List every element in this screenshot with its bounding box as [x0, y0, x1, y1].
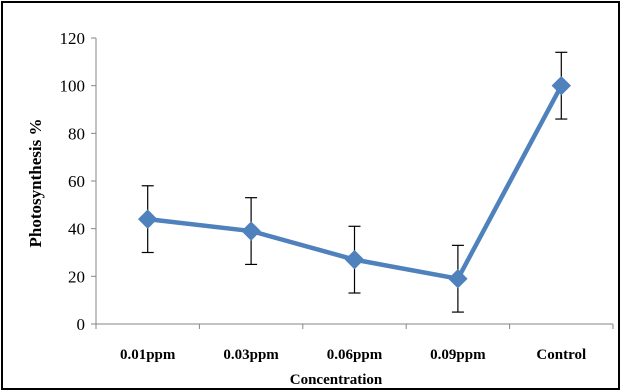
- x-tick-label: 0.09ppm: [430, 347, 486, 363]
- axes: [91, 37, 614, 329]
- x-axis-title: Concentration: [290, 372, 383, 388]
- y-tick-label: 80: [68, 124, 85, 143]
- y-tick-label: 100: [60, 77, 86, 96]
- data-point-diamond: [137, 209, 158, 229]
- error-bars: [141, 51, 568, 313]
- y-tick-label: 60: [68, 172, 85, 191]
- x-category-labels: 0.01ppm 0.03ppm 0.06ppm 0.09ppm Control: [120, 347, 586, 363]
- data-point-diamond: [344, 249, 365, 270]
- y-tick-labels: 0 20 40 60 80 100 120: [60, 29, 86, 334]
- y-tick-label: 120: [60, 29, 86, 48]
- y-tick-label: 40: [68, 220, 85, 239]
- data-point-diamond: [448, 269, 468, 289]
- x-tick-label: 0.06ppm: [327, 347, 383, 363]
- data-point-diamond: [551, 75, 572, 96]
- x-tick-label: Control: [536, 347, 586, 363]
- y-tick-label: 20: [68, 267, 85, 286]
- y-axis-title: Photosynthesis %: [26, 119, 45, 248]
- x-tick-label: 0.03ppm: [223, 347, 279, 363]
- data-points: [137, 75, 572, 289]
- y-tick-label: 0: [77, 315, 86, 334]
- data-point-diamond: [241, 221, 261, 241]
- x-tick-label: 0.01ppm: [120, 347, 176, 363]
